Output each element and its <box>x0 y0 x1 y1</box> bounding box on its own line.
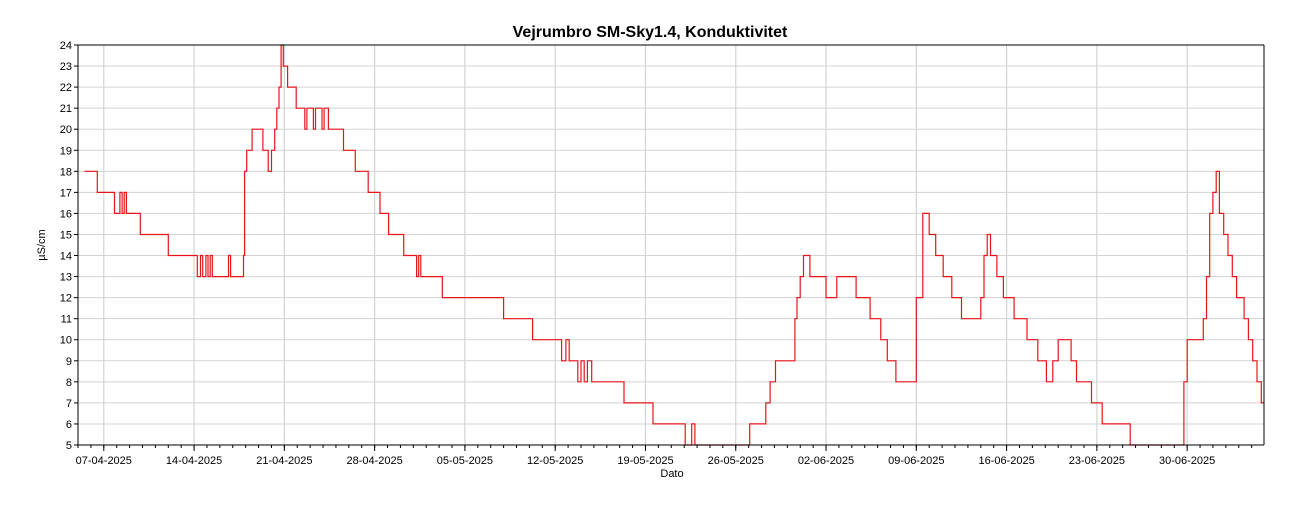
x-tick-label: 07-04-2025 <box>76 455 132 467</box>
y-tick-label: 16 <box>60 208 72 220</box>
y-tick-label: 15 <box>60 229 72 241</box>
chart-title: Vejrumbro SM-Sky1.4, Konduktivitet <box>513 24 788 41</box>
x-tick-label: 02-06-2025 <box>798 455 854 467</box>
x-tick-label: 14-04-2025 <box>166 455 222 467</box>
y-tick-label: 13 <box>60 272 72 284</box>
grid-layer <box>78 44 1264 446</box>
ticks-layer: 5 6 7 8 9 10 11 12 13 14 15 16 17 18 19 20 21 22 23 24 07-04… <box>60 40 1216 467</box>
plot-area <box>78 45 1264 445</box>
y-tick-label: 20 <box>60 124 72 136</box>
x-tick-label: 16-06-2025 <box>978 455 1034 467</box>
axes-layer <box>74 44 1265 451</box>
x-tick-label: 09-06-2025 <box>888 455 944 467</box>
y-tick-label: 7 <box>66 398 72 410</box>
x-tick-label: 05-05-2025 <box>437 455 493 467</box>
y-tick-label: 22 <box>60 82 72 94</box>
x-tick-label: 19-05-2025 <box>617 455 673 467</box>
y-tick-label: 9 <box>66 356 72 368</box>
y-tick-label: 14 <box>60 251 72 263</box>
x-tick-label: 26-05-2025 <box>708 455 764 467</box>
y-tick-label: 11 <box>61 314 72 326</box>
y-tick-label: 8 <box>66 377 72 389</box>
y-tick-label: 5 <box>66 440 72 452</box>
y-tick-label: 21 <box>60 103 72 115</box>
y-tick-label: 12 <box>60 293 72 305</box>
y-axis-label: µS/cm <box>36 229 48 260</box>
y-tick-label: 10 <box>60 335 72 347</box>
y-tick-label: 19 <box>60 145 72 157</box>
y-tick-label: 23 <box>60 61 72 73</box>
x-tick-label: 30-06-2025 <box>1159 455 1215 467</box>
x-axis-label: Dato <box>660 468 683 480</box>
series-layer <box>84 44 1265 446</box>
x-tick-label: 23-06-2025 <box>1069 455 1125 467</box>
y-tick-label: 17 <box>60 187 72 199</box>
series-line <box>84 44 1265 446</box>
y-tick-label: 6 <box>66 419 72 431</box>
x-tick-label: 28-04-2025 <box>346 455 402 467</box>
x-tick-label: 21-04-2025 <box>256 455 312 467</box>
y-tick-label: 24 <box>60 40 72 52</box>
y-tick-label: 18 <box>60 166 72 178</box>
x-tick-label: 12-05-2025 <box>527 455 583 467</box>
